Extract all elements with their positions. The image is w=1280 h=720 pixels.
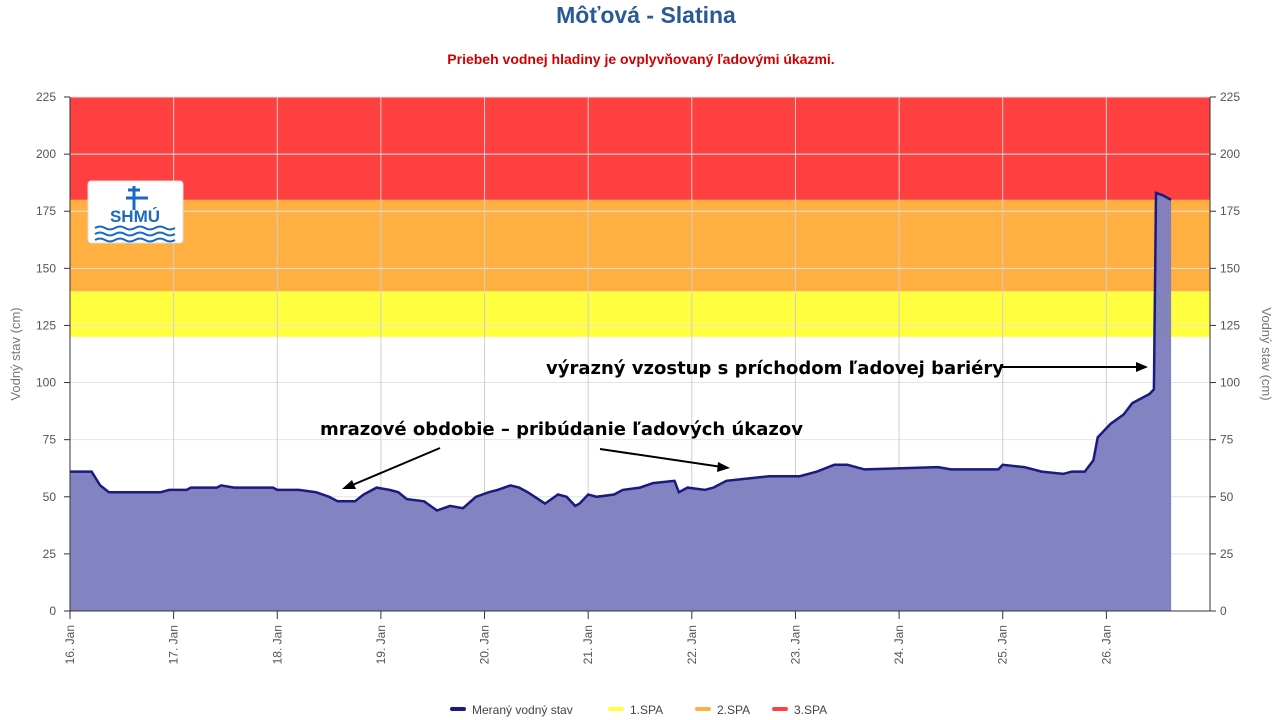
annotation-frost-period-text: mrazové obdobie – pribúdanie ľadových úk…: [320, 419, 803, 440]
y-tick-label-left: 175: [36, 204, 56, 218]
y-axis-label-right: Vodný stav (cm): [1259, 307, 1274, 400]
y-axis-label-left: Vodný stav (cm): [8, 307, 23, 400]
y-tick-label-left: 150: [36, 261, 56, 275]
y-tick-label-left: 25: [43, 547, 57, 561]
y-tick-label-left: 225: [36, 90, 56, 104]
x-tick-label: 21. Jan: [581, 625, 595, 664]
x-tick-label: 19. Jan: [374, 625, 388, 664]
svg-text:SHMÚ: SHMÚ: [110, 207, 160, 226]
legend-item: 1.SPA: [608, 703, 663, 717]
x-tick-label: 16. Jan: [63, 625, 77, 664]
y-tick-label-left: 100: [36, 376, 56, 390]
series-area: [70, 192, 1172, 611]
legend-item: 3.SPA: [772, 703, 827, 717]
y-tick-label-left: 50: [43, 490, 57, 504]
x-tick-label: 23. Jan: [788, 625, 802, 664]
x-tick-label: 20. Jan: [478, 625, 492, 664]
annotation-frost-period: mrazové obdobie – pribúdanie ľadových úk…: [320, 419, 803, 489]
y-tick-label-left: 125: [36, 318, 56, 332]
shmu-logo: SHMÚ: [87, 180, 184, 244]
x-tick-label: 26. Jan: [1099, 625, 1113, 664]
y-tick-label-right: 100: [1220, 376, 1240, 390]
y-tick-label-right: 225: [1220, 90, 1240, 104]
y-tick-label-right: 200: [1220, 147, 1240, 161]
legend-label: 1.SPA: [630, 703, 663, 717]
annotation-ice-barrier-text: výrazný vzostup s príchodom ľadovej bari…: [546, 358, 1004, 379]
y-tick-label-right: 175: [1220, 204, 1240, 218]
legend-label: Meraný vodný stav: [472, 703, 573, 717]
legend-swatch: [695, 707, 711, 711]
y-tick-label-right: 125: [1220, 318, 1240, 332]
legend-swatch: [772, 707, 788, 711]
annotation-ice-barrier: výrazný vzostup s príchodom ľadovej bari…: [546, 358, 1148, 379]
x-tick-label: 18. Jan: [270, 625, 284, 664]
x-tick-label: 25. Jan: [996, 625, 1010, 664]
y-tick-label-right: 150: [1220, 261, 1240, 275]
chart-title: Môťová - Slatina: [556, 2, 736, 28]
x-tick-label: 24. Jan: [892, 625, 906, 664]
y-tick-label-right: 25: [1220, 547, 1234, 561]
threshold-band-3.SPA: [70, 97, 1210, 200]
legend-label: 3.SPA: [794, 703, 827, 717]
threshold-band-2.SPA: [70, 199, 1210, 292]
y-tick-label-left: 75: [43, 433, 57, 447]
y-tick-label-right: 0: [1220, 604, 1227, 618]
legend-swatch: [450, 707, 466, 711]
legend: Meraný vodný stav 1.SPA 2.SPA 3.SPA: [450, 703, 827, 717]
x-tick-label: 17. Jan: [167, 625, 181, 664]
legend-swatch: [608, 707, 624, 711]
series-line: [70, 191, 1172, 512]
chart-subtitle: Priebeh vodnej hladiny je ovplyvňovaný ľ…: [447, 51, 835, 67]
y-tick-label-right: 50: [1220, 490, 1234, 504]
y-tick-label-left: 0: [49, 604, 56, 618]
y-tick-label-right: 75: [1220, 433, 1234, 447]
x-tick-label: 22. Jan: [685, 625, 699, 664]
legend-item: Meraný vodný stav: [450, 703, 573, 717]
y-tick-label-left: 200: [36, 147, 56, 161]
legend-item: 2.SPA: [695, 703, 750, 717]
threshold-band-1.SPA: [70, 291, 1210, 337]
legend-label: 2.SPA: [717, 703, 750, 717]
